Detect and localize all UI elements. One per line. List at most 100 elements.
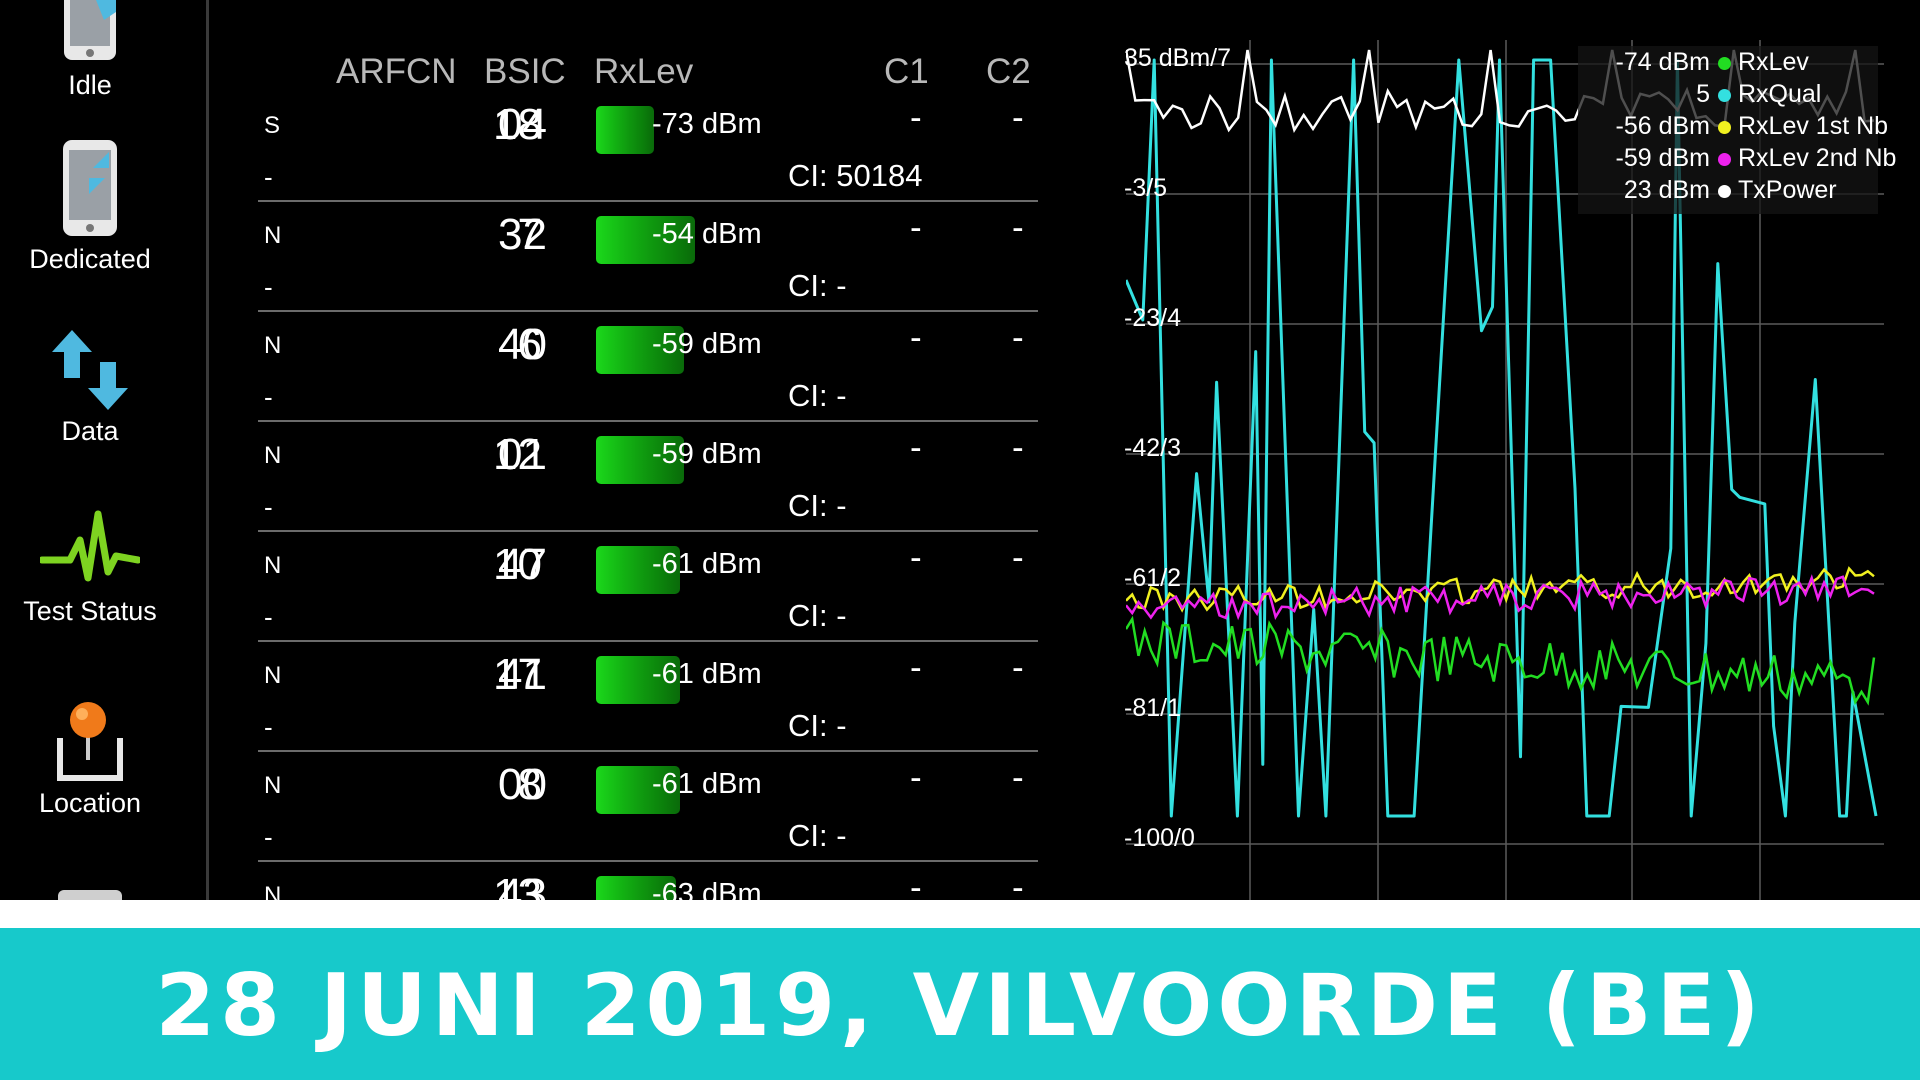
- c2-value: -: [1012, 208, 1024, 247]
- c1-value: -: [910, 648, 922, 687]
- bsic-value: 04: [498, 100, 547, 149]
- arfcn-value: 10: [493, 540, 542, 589]
- c1-value: -: [910, 758, 922, 797]
- arfcn-value: 13: [493, 870, 542, 900]
- cell-type: N: [264, 332, 282, 359]
- row-separator: [258, 530, 1038, 532]
- sidebar-item-label: Dedicated: [29, 244, 151, 274]
- legend-value: -56 dBm: [1615, 112, 1710, 140]
- arfcn-value: 7: [517, 210, 542, 259]
- legend-name: RxLev 1st Nb: [1738, 112, 1889, 140]
- nb2-series-line: [1126, 574, 1875, 621]
- cell-type: N: [264, 222, 282, 249]
- table-row[interactable]: N 8 00 -61 dBm - - - CI: -: [258, 752, 1038, 862]
- arfcn-value: 8: [517, 760, 542, 809]
- table-row[interactable]: N 17 41 -61 dBm - - - CI: -: [258, 642, 1038, 752]
- cell-id: CI: -: [788, 818, 847, 853]
- rxlev-bar: [596, 546, 680, 594]
- bsic-value: 43: [498, 870, 547, 900]
- c1-value: -: [910, 538, 922, 577]
- table-row[interactable]: N 10 47 -61 dBm - - - CI: -: [258, 532, 1038, 642]
- row-separator: [258, 420, 1038, 422]
- legend-entry: -74 dBm RxLev: [1578, 48, 1878, 80]
- arfcn-value: 18: [493, 100, 542, 149]
- bsic-value: 01: [498, 430, 547, 479]
- sidebar-item-partial[interactable]: [58, 890, 122, 900]
- legend-entry: 23 dBm TxPower: [1578, 176, 1878, 208]
- bsic-value: 32: [498, 210, 547, 259]
- rxlev-bar: [596, 876, 676, 900]
- cell-type: N: [264, 442, 282, 469]
- phone-idle-icon: [64, 0, 116, 60]
- c1-value: -: [910, 98, 922, 137]
- cell-id: CI: -: [788, 488, 847, 523]
- c2-value: -: [1012, 98, 1024, 137]
- y-tick-label: -23/4: [1124, 304, 1181, 332]
- legend-name: RxLev: [1738, 48, 1809, 76]
- y-tick-label: -100/0: [1124, 824, 1195, 852]
- rxlev-bar: [596, 326, 684, 374]
- rxlev-value: -61 dBm: [652, 658, 762, 690]
- c2-value: -: [1012, 868, 1024, 900]
- rxlev-bar: [596, 106, 654, 154]
- data-transfer-icon: [52, 330, 128, 410]
- rxlev-value: -59 dBm: [652, 438, 762, 470]
- sidebar-item-data[interactable]: Data: [0, 330, 180, 447]
- sidebar-item-location[interactable]: Location: [0, 698, 180, 819]
- sidebar-item-label: Location: [38, 788, 142, 818]
- sidebar-item-idle[interactable]: Idle: [0, 0, 180, 101]
- c2-value: -: [1012, 758, 1024, 797]
- lac-value: -: [264, 492, 273, 522]
- row-separator: [258, 640, 1038, 642]
- rxlev-value: -61 dBm: [652, 768, 762, 800]
- table-row[interactable]: N 12 01 -59 dBm - - - CI: -: [258, 422, 1038, 532]
- table-row[interactable]: N 7 32 -54 dBm - - - CI: -: [258, 202, 1038, 312]
- cell-type: N: [264, 882, 282, 900]
- c2-value: -: [1012, 428, 1024, 467]
- table-row[interactable]: S 18 04 -73 dBm - - - CI: 50184: [258, 92, 1038, 202]
- rxlev-bar: [596, 766, 680, 814]
- sidebar: Idle Dedicated Data Test Status Loca: [0, 0, 206, 900]
- graph-legend: -74 dBm RxLev 5 RxQual -56 dBm RxLev 1st Nb -5…: [1578, 46, 1897, 214]
- sidebar-item-test-status[interactable]: Test Status: [0, 510, 180, 627]
- rxlev-series-line: [1126, 615, 1876, 706]
- sidebar-divider: [206, 0, 209, 900]
- rxqual-series-line: [1126, 58, 1878, 818]
- header-bsic: BSIC: [484, 52, 566, 91]
- cell-id: CI: -: [788, 708, 847, 743]
- sidebar-item-dedicated[interactable]: Dedicated: [0, 138, 180, 275]
- lac-value: -: [264, 382, 273, 412]
- c2-value: -: [1012, 648, 1024, 687]
- c1-value: -: [910, 318, 922, 357]
- rxlev-value: -61 dBm: [652, 548, 762, 580]
- lac-value: -: [264, 272, 273, 302]
- lac-value: -: [264, 822, 273, 852]
- cell-type: N: [264, 552, 282, 579]
- rxlev-value: -73 dBm: [652, 108, 762, 140]
- rxlev-value: -59 dBm: [652, 328, 762, 360]
- sidebar-item-label: Data: [61, 416, 119, 446]
- table-row[interactable]: N 6 40 -59 dBm - - - CI: -: [258, 312, 1038, 422]
- cell-type: S: [264, 112, 281, 139]
- arfcn-value: 6: [517, 320, 542, 369]
- footer-title: 28 JUNI 2019, VILVOORDE (BE): [155, 956, 1765, 1056]
- legend-dot: [1718, 153, 1731, 166]
- cell-id: CI: 50184: [788, 158, 923, 193]
- footer-divider: [0, 900, 1920, 928]
- legend-value: -74 dBm: [1615, 48, 1710, 76]
- y-tick-label: -42/3: [1124, 434, 1181, 462]
- row-separator: [258, 860, 1038, 862]
- bsic-value: 40: [498, 320, 547, 369]
- legend-entry: 5 RxQual: [1578, 80, 1878, 112]
- header-arfcn: ARFCN: [336, 52, 457, 91]
- lac-value: -: [264, 712, 273, 742]
- cell-id: CI: -: [788, 598, 847, 633]
- c1-value: -: [910, 428, 922, 467]
- header-c2: C2: [986, 52, 1031, 91]
- legend-value: -59 dBm: [1615, 144, 1710, 172]
- footer-banner: 28 JUNI 2019, VILVOORDE (BE): [0, 928, 1920, 1080]
- legend-entry: -59 dBm RxLev 2nd Nb: [1578, 144, 1897, 176]
- legend-value: 23 dBm: [1623, 176, 1710, 204]
- row-separator: [258, 750, 1038, 752]
